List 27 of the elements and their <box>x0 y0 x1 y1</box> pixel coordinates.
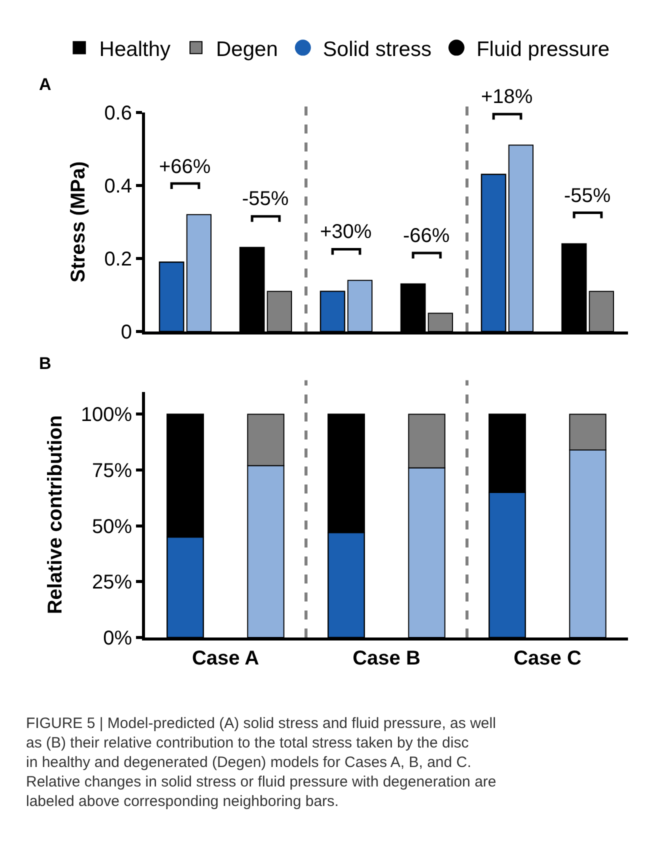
y-tick-label: 100% <box>80 404 132 426</box>
legend-label: Healthy <box>99 38 172 61</box>
y-tick-label: 50% <box>92 516 132 538</box>
legend-label: Degen <box>216 38 278 61</box>
y-tick-label: 0.4 <box>104 175 132 198</box>
y-axis-title: Stress (MPa) <box>68 161 90 282</box>
y-axis-title: Relative contribution <box>44 415 66 614</box>
legend-label: Fluid pressure <box>476 38 610 61</box>
legend-label: Solid stress <box>322 38 432 61</box>
x-tick-label: Case A <box>192 647 260 670</box>
text: +18% <box>481 86 533 108</box>
annotation: -66% <box>403 225 450 247</box>
annotation: -55% <box>564 185 611 207</box>
chart-title: A <box>39 75 52 94</box>
y-tick-label: 25% <box>92 572 132 594</box>
caption: FIGURE 5 | Model-predicted (A) solid stress and fluid pressure, as well as (B) their relative contribution to the total stress taken by the disc in healthy and degenerated (Degen) models for Cases A, B, and C. Relative changes in solid stress or fluid pressure with degeneration are labeled above corresponding neighboring bars. <box>26 715 496 810</box>
annotation: -55% <box>242 188 289 210</box>
annotation: +66% <box>159 156 211 178</box>
annotation: +30% <box>320 221 372 243</box>
y-tick-label: 0 <box>120 322 132 344</box>
y-tick-label: 75% <box>92 460 132 482</box>
y-tick-label: 0.6 <box>104 102 132 124</box>
chart-title: B <box>39 354 52 373</box>
x-tick-label: Case B <box>352 647 420 670</box>
y-tick-label: 0.2 <box>104 248 132 270</box>
y-tick-label: 0% <box>103 627 132 650</box>
x-tick-label: Case C <box>514 647 582 670</box>
